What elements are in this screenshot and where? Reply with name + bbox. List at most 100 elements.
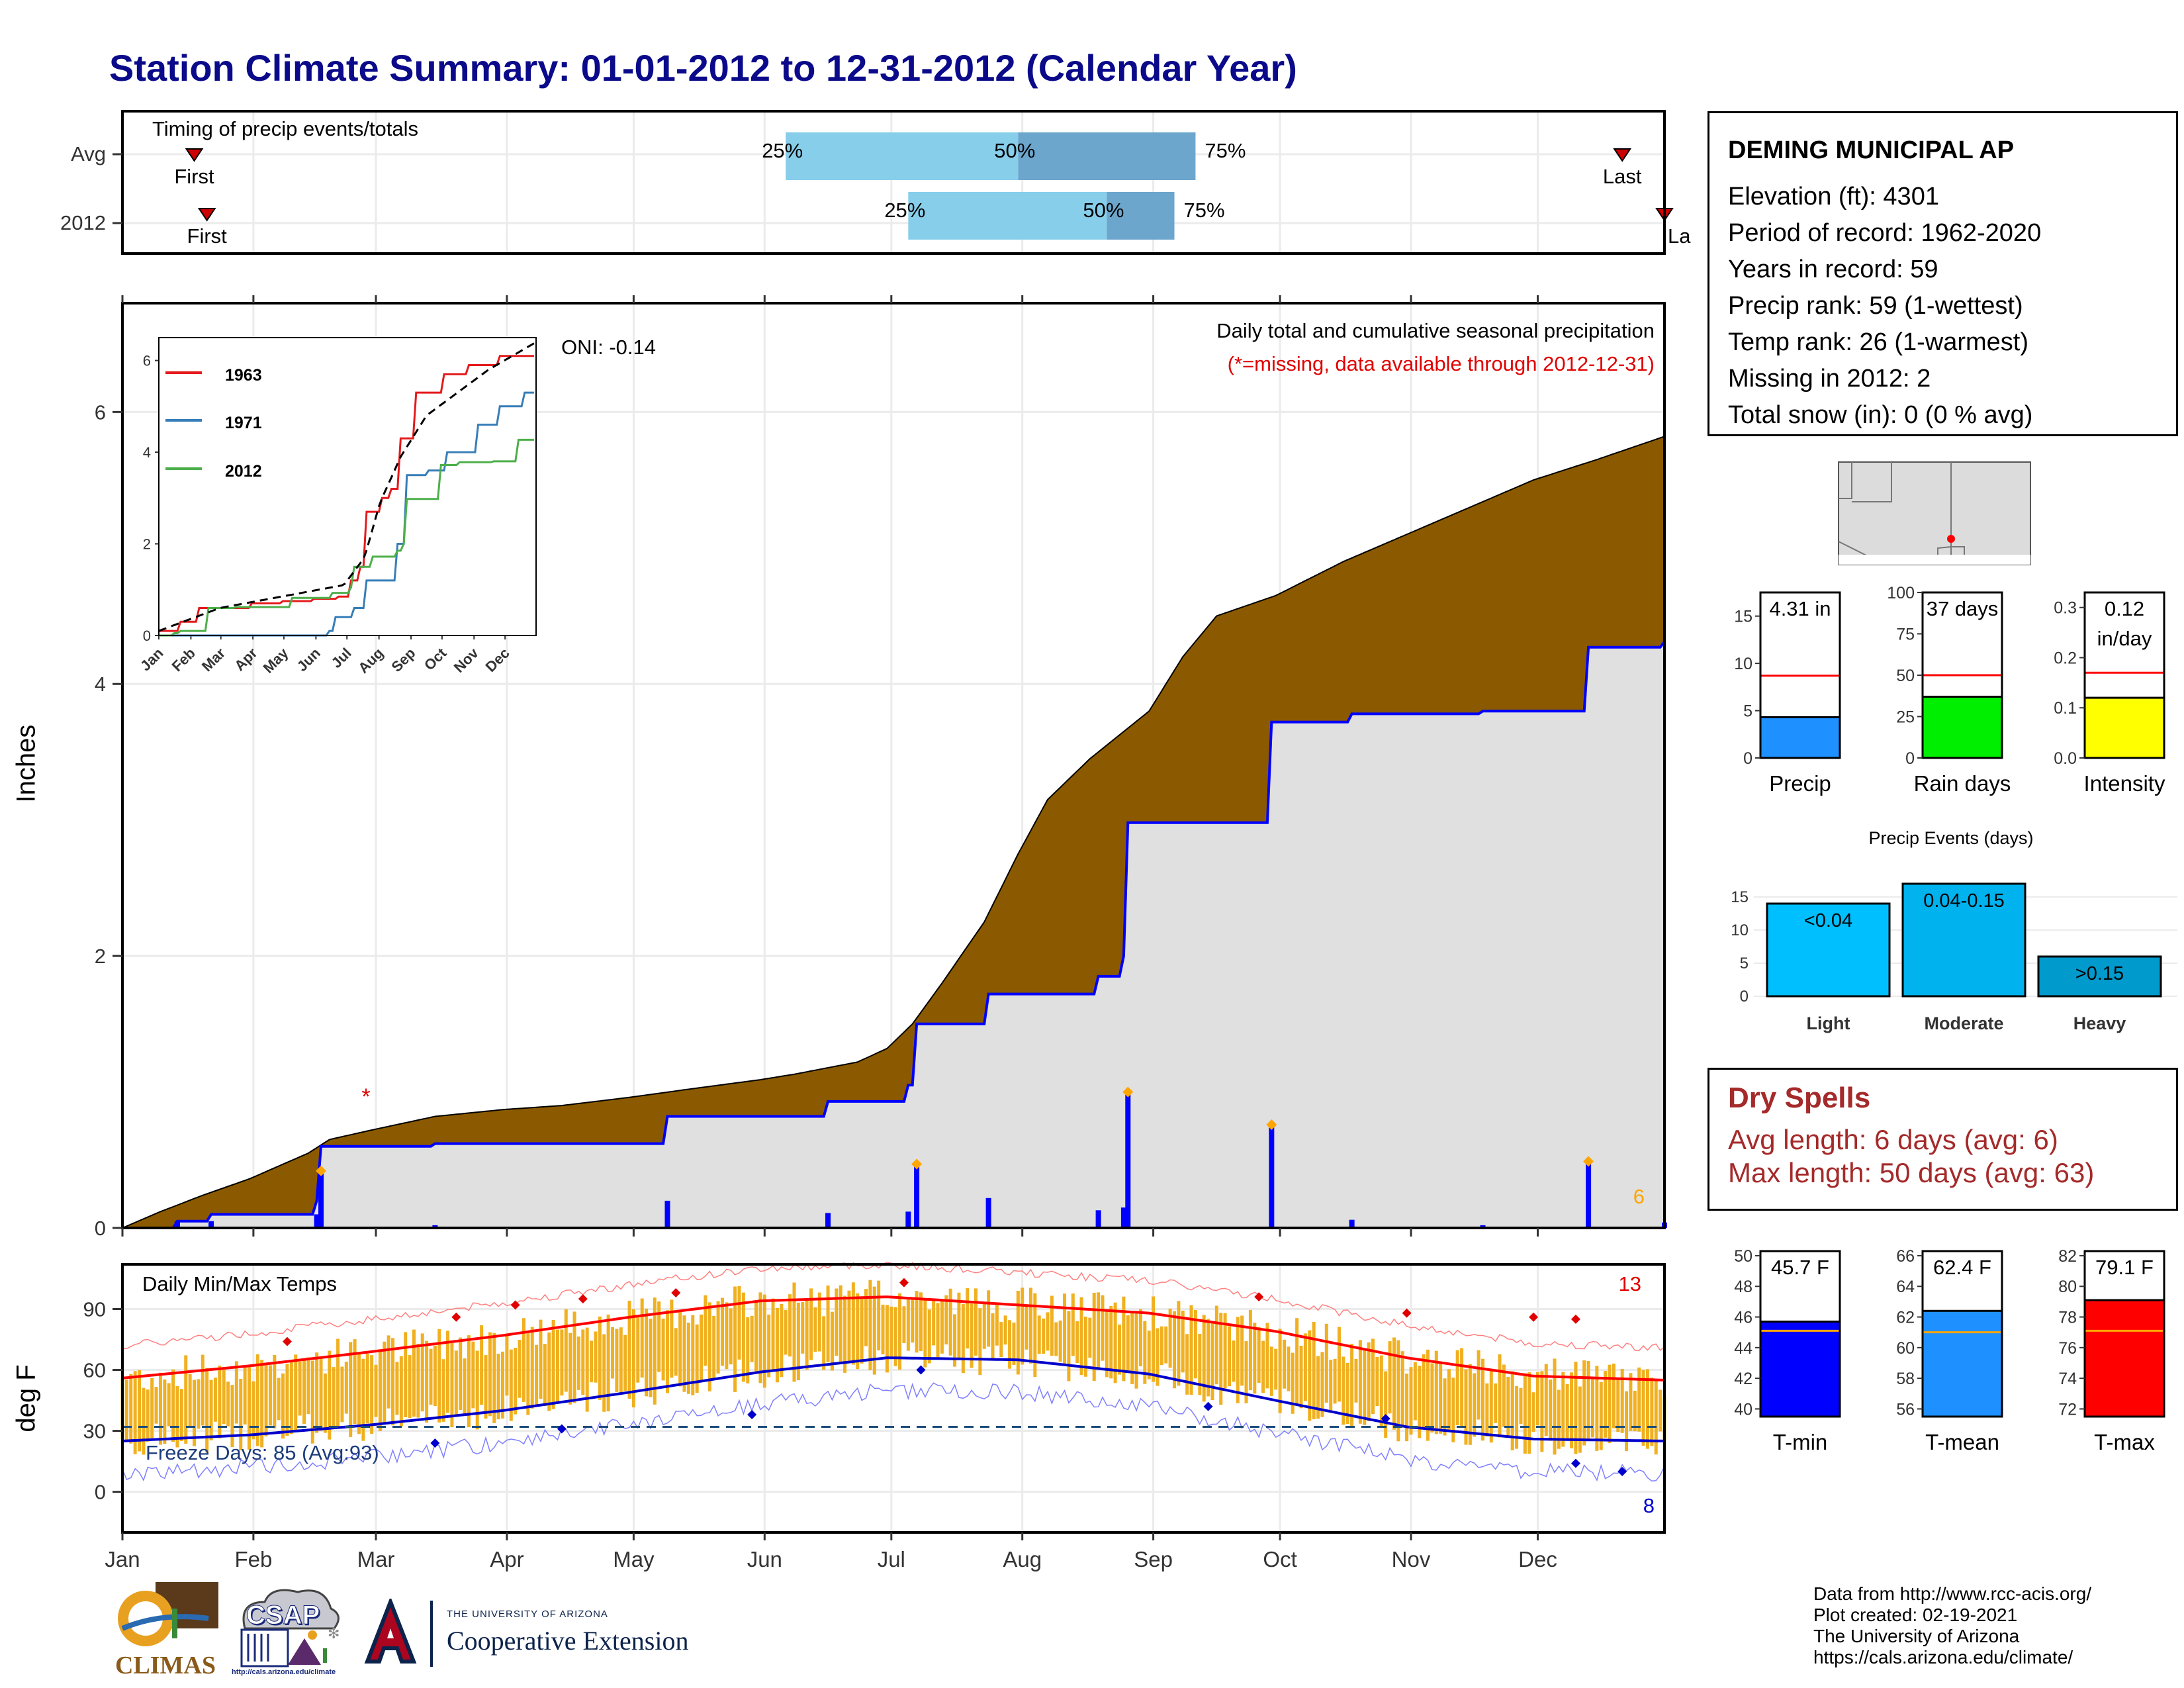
daily-temp-range-bar bbox=[1164, 1326, 1168, 1364]
daily-temp-range-bar bbox=[1489, 1368, 1493, 1443]
daily-temp-range-bar bbox=[556, 1329, 560, 1401]
daily-temp-range-bar bbox=[353, 1339, 357, 1425]
daily-temp-range-bar bbox=[340, 1366, 344, 1423]
daily-precip-bar bbox=[914, 1166, 920, 1228]
daily-temp-range-bar bbox=[1582, 1360, 1586, 1446]
daily-temp-range-bar bbox=[1122, 1296, 1126, 1382]
daily-temp-range-bar bbox=[1350, 1343, 1354, 1427]
daily-temp-range-bar bbox=[576, 1336, 580, 1390]
daily-temp-range-bar bbox=[213, 1378, 217, 1422]
record-low-marker bbox=[1381, 1414, 1390, 1424]
month-label-sep: Sep bbox=[1134, 1547, 1173, 1571]
last-label-2012: La bbox=[1668, 224, 1691, 248]
record-high-marker bbox=[282, 1336, 292, 1346]
daily-temp-range-bar bbox=[750, 1315, 754, 1362]
daily-precip-bar bbox=[664, 1200, 670, 1228]
daily-temp-range-bar bbox=[1037, 1315, 1041, 1354]
precip-summary-ytick-label: 0.2 bbox=[2054, 649, 2077, 667]
daily-temp-range-bar bbox=[923, 1298, 927, 1368]
daily-temp-range-bar bbox=[150, 1378, 154, 1438]
daily-temp-range-bar bbox=[1316, 1356, 1320, 1419]
year-cumulative-precip-area bbox=[122, 641, 1664, 1228]
record-low-marker bbox=[557, 1424, 567, 1434]
precip-summary-bar-0 bbox=[1759, 716, 1841, 759]
events-category-label-0: Light bbox=[1807, 1013, 1850, 1033]
daily-temp-range-bar bbox=[1071, 1293, 1075, 1356]
temp-frame-1 bbox=[1921, 1250, 2003, 1418]
daily-temp-range-bar bbox=[1329, 1360, 1333, 1413]
temp-ytick-label: 80 bbox=[2058, 1278, 2077, 1296]
daily-temp-range-bar bbox=[201, 1354, 205, 1426]
daily-precip-bar bbox=[1269, 1127, 1275, 1228]
daily-temp-range-bar bbox=[805, 1299, 809, 1370]
daily-temp-range-bar bbox=[1240, 1315, 1244, 1386]
inset-legend-1963: 1963 bbox=[225, 366, 262, 385]
daily-temp-range-bar bbox=[306, 1357, 310, 1415]
daily-temp-range-bar bbox=[1625, 1391, 1629, 1451]
temp-axis-label-1: T-mean bbox=[1925, 1430, 1999, 1454]
daily-temp-range-bar bbox=[1287, 1346, 1291, 1391]
daily-temp-range-bar bbox=[1608, 1364, 1612, 1444]
precip-summary-axis-label-0: Precip bbox=[1769, 771, 1831, 796]
daily-temp-range-bar bbox=[480, 1325, 484, 1405]
temp-frame-2 bbox=[2083, 1250, 2165, 1418]
credit-plot-created: Plot created: 02-19-2021 bbox=[1813, 1605, 2018, 1625]
daily-temp-range-bar bbox=[273, 1354, 277, 1429]
missing-marker: * bbox=[361, 1084, 370, 1109]
daily-temp-range-bar bbox=[226, 1382, 230, 1427]
first-label-2012: First bbox=[187, 224, 228, 248]
daily-temp-range-bar bbox=[889, 1306, 893, 1357]
daily-temp-range-bar bbox=[1506, 1376, 1510, 1436]
daily-temp-range-bar bbox=[987, 1290, 991, 1347]
daily-temp-range-bar bbox=[1008, 1320, 1012, 1369]
daily-temp-range-bar bbox=[1223, 1313, 1227, 1389]
daily-temp-range-bar bbox=[1396, 1340, 1400, 1442]
daily-temp-range-bar bbox=[1024, 1304, 1028, 1350]
month-label-may: May bbox=[613, 1547, 655, 1571]
dry-spells-max: Max length: 50 days (avg: 63) bbox=[1728, 1157, 2095, 1188]
daily-temp-range-bar bbox=[1101, 1295, 1105, 1361]
daily-temp-range-bar bbox=[746, 1317, 750, 1383]
daily-temp-range-bar bbox=[1379, 1355, 1383, 1427]
daily-temp-range-bar bbox=[1274, 1348, 1278, 1390]
daily-temp-range-bar bbox=[1645, 1369, 1649, 1449]
daily-temp-range-bar bbox=[1595, 1366, 1599, 1451]
daily-temp-range-bar bbox=[1312, 1321, 1316, 1420]
daily-temp-range-bar bbox=[1253, 1323, 1257, 1394]
temp-ytick-label: 64 bbox=[1896, 1278, 1915, 1296]
daily-temp-range-bar bbox=[1502, 1364, 1506, 1427]
daily-temp-range-bar bbox=[251, 1381, 255, 1440]
ua-divider bbox=[430, 1601, 433, 1667]
daily-temp-range-bar bbox=[872, 1286, 876, 1375]
timing-bar-50-75-2012 bbox=[1107, 192, 1175, 240]
daily-temp-range-bar bbox=[1574, 1362, 1578, 1454]
daily-temp-range-bar bbox=[1629, 1373, 1633, 1431]
daily-temp-range-bar bbox=[1553, 1358, 1557, 1455]
daily-temp-range-bar bbox=[1050, 1295, 1054, 1356]
daily-temp-range-bar bbox=[336, 1338, 340, 1427]
daily-temp-range-bar bbox=[124, 1380, 128, 1441]
daily-temp-range-bar bbox=[598, 1316, 602, 1400]
daily-temp-range-bar bbox=[961, 1304, 965, 1374]
daily-temp-range-bar bbox=[775, 1307, 779, 1383]
daily-temp-range-bar bbox=[129, 1374, 133, 1444]
daily-temp-range-bar bbox=[205, 1368, 209, 1453]
temp-ytick-label: 76 bbox=[2058, 1339, 2077, 1358]
daily-temp-range-bar bbox=[636, 1315, 640, 1383]
daily-temp-range-bar bbox=[707, 1302, 711, 1391]
daily-temp-range-bar bbox=[695, 1324, 699, 1393]
temp-ytick-label: 60 bbox=[83, 1359, 106, 1382]
daily-temp-range-bar bbox=[970, 1303, 974, 1368]
daily-temp-range-bar bbox=[1481, 1358, 1485, 1441]
daily-temp-range-bar bbox=[733, 1286, 737, 1392]
first-event-marker-avg bbox=[185, 148, 204, 162]
daily-temp-range-bar bbox=[1278, 1329, 1282, 1413]
ua-logo bbox=[361, 1596, 420, 1665]
daily-temp-range-bar bbox=[927, 1309, 931, 1364]
daily-temp-range-bar bbox=[1451, 1378, 1455, 1442]
daily-temp-range-bar bbox=[1308, 1330, 1312, 1421]
daily-precip-bar bbox=[432, 1225, 438, 1228]
month-label-jan: Jan bbox=[105, 1547, 140, 1571]
daily-temp-range-bar bbox=[1426, 1349, 1430, 1441]
daily-temp-range-bar bbox=[1003, 1315, 1007, 1345]
